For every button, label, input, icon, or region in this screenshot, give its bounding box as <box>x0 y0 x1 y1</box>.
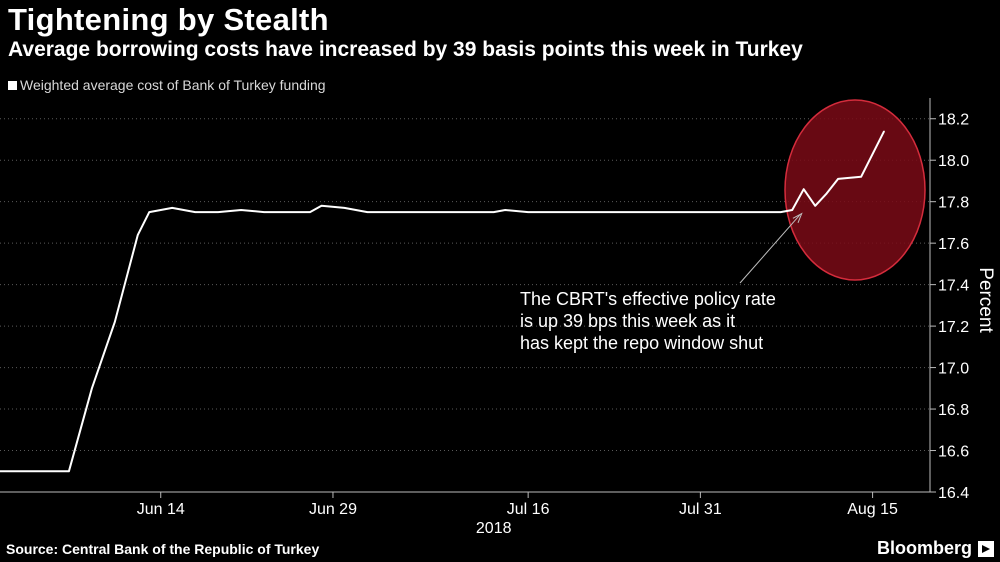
data-point <box>791 209 793 211</box>
x-tick-label: Jul 31 <box>679 501 722 518</box>
legend-label: Weighted average cost of Bank of Turkey … <box>20 77 326 93</box>
x-tick-label: Aug 15 <box>847 501 898 518</box>
data-point <box>493 211 495 213</box>
data-point <box>0 470 1 472</box>
data-point <box>114 321 116 323</box>
y-tick-label: 16.6 <box>938 444 969 461</box>
data-point <box>263 211 265 213</box>
y-tick-label: 18.2 <box>938 112 969 129</box>
data-point <box>837 178 839 180</box>
data-point <box>366 211 368 213</box>
y-tick-label: 16.8 <box>938 402 969 419</box>
y-tick-label: 16.4 <box>938 485 969 502</box>
brand-logo: Bloomberg <box>876 538 972 558</box>
x-tick-label: Jul 16 <box>507 501 550 518</box>
x-tick-label: Jun 14 <box>137 501 185 518</box>
chart-title: Tightening by Stealth <box>8 2 329 37</box>
highlight-ellipse <box>784 99 926 281</box>
y-tick-label: 17.4 <box>938 278 969 295</box>
series-lines <box>0 130 885 473</box>
x-tick-label: Jun 29 <box>309 501 357 518</box>
x-year-label: 2018 <box>476 520 512 537</box>
source-note: Source: Central Bank of the Republic of … <box>6 541 320 557</box>
data-point <box>780 211 782 213</box>
data-point <box>137 234 139 236</box>
data-point <box>91 387 93 389</box>
data-point <box>826 192 828 194</box>
annotation-arrow <box>739 214 801 284</box>
data-point <box>194 211 196 213</box>
annotation-text: has kept the repo window shut <box>520 333 763 353</box>
y-tick-label: 17.2 <box>938 319 969 336</box>
data-point <box>309 211 311 213</box>
annotation-text: The CBRT's effective policy rate <box>520 289 776 309</box>
data-point <box>803 188 805 190</box>
y-tick-label: 17.8 <box>938 195 969 212</box>
data-point <box>148 211 150 213</box>
data-point <box>814 205 816 207</box>
y-tick-label: 18.0 <box>938 153 969 170</box>
chart-subtitle: Average borrowing costs have increased b… <box>8 38 803 61</box>
highlight-circle <box>784 99 926 281</box>
data-point <box>217 211 219 213</box>
data-point <box>527 211 529 213</box>
data-point <box>79 429 81 431</box>
data-point <box>343 207 345 209</box>
data-point <box>504 209 506 211</box>
data-point <box>883 130 885 132</box>
data-point <box>860 176 862 178</box>
legend: Weighted average cost of Bank of Turkey … <box>8 77 326 93</box>
arrow-icon <box>792 212 803 223</box>
y-tick-label: 17.0 <box>938 361 969 378</box>
legend-swatch <box>8 80 17 90</box>
data-point <box>68 470 70 472</box>
y-axis-label: Percent <box>975 267 996 333</box>
data-point <box>320 205 323 207</box>
axes: 16.4 16.6 16.8 17.0 17.2 17.4 17.6 17.8 18.0 18.2… <box>0 98 996 537</box>
terminal-icon <box>978 541 994 557</box>
annotation-text: is up 39 bps this week as it <box>520 311 735 331</box>
data-point <box>240 209 242 211</box>
y-tick-label: 17.6 <box>938 236 969 253</box>
data-point <box>171 207 173 209</box>
